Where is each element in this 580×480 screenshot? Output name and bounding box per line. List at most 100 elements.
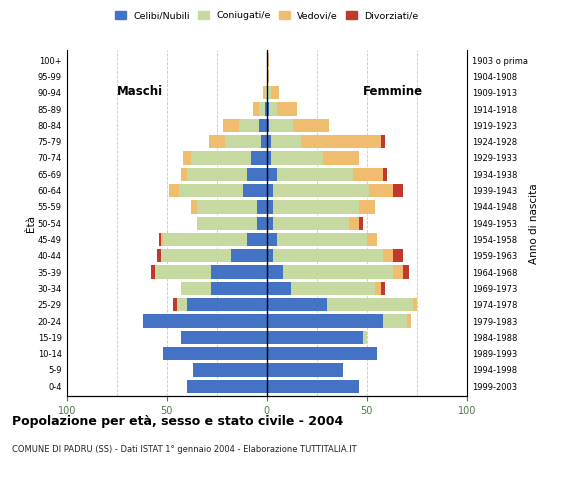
Bar: [271, 86, 279, 99]
Bar: [267, 53, 269, 67]
Bar: [267, 184, 273, 197]
Bar: [181, 331, 267, 344]
Bar: [267, 151, 271, 165]
Text: Popolazione per età, sesso e stato civile - 2004: Popolazione per età, sesso e stato civil…: [12, 415, 343, 428]
Bar: [161, 233, 163, 246]
Bar: [263, 86, 265, 99]
Bar: [291, 282, 375, 295]
Bar: [267, 249, 273, 263]
Bar: [209, 135, 225, 148]
Bar: [393, 249, 403, 263]
Bar: [273, 184, 369, 197]
Bar: [283, 265, 393, 279]
Bar: [273, 200, 359, 214]
Bar: [271, 151, 323, 165]
Bar: [267, 86, 271, 99]
Bar: [271, 135, 301, 148]
Bar: [181, 282, 211, 295]
Bar: [159, 233, 161, 246]
Bar: [267, 314, 383, 328]
Bar: [327, 298, 413, 312]
Y-axis label: Ètà: Ètà: [26, 215, 36, 232]
Bar: [393, 184, 403, 197]
Bar: [381, 135, 385, 148]
Legend: Celibi/Nubili, Coniugati/e, Vedovi/e, Divorziati/e: Celibi/Nubili, Coniugati/e, Vedovi/e, Di…: [111, 7, 423, 24]
Bar: [301, 135, 381, 148]
Bar: [259, 119, 267, 132]
Bar: [247, 233, 267, 246]
Bar: [323, 151, 359, 165]
Bar: [161, 249, 231, 263]
Bar: [143, 314, 267, 328]
Bar: [173, 298, 177, 312]
Bar: [267, 380, 359, 393]
Text: Femmine: Femmine: [363, 84, 423, 97]
Bar: [261, 135, 267, 148]
Bar: [369, 184, 393, 197]
Bar: [277, 168, 353, 181]
Bar: [187, 380, 267, 393]
Bar: [267, 347, 377, 360]
Bar: [267, 233, 277, 246]
Bar: [267, 216, 273, 230]
Bar: [267, 363, 343, 377]
Bar: [193, 363, 267, 377]
Text: COMUNE DI PADRU (SS) - Dati ISTAT 1° gennaio 2004 - Elaborazione TUTTITALIA.IT: COMUNE DI PADRU (SS) - Dati ISTAT 1° gen…: [12, 445, 356, 455]
Bar: [393, 265, 403, 279]
Bar: [267, 298, 327, 312]
Bar: [163, 347, 267, 360]
Bar: [187, 298, 267, 312]
Bar: [267, 119, 269, 132]
Bar: [265, 86, 267, 99]
Bar: [407, 314, 411, 328]
Bar: [257, 200, 267, 214]
Bar: [363, 331, 367, 344]
Bar: [267, 265, 283, 279]
Bar: [247, 168, 267, 181]
Bar: [197, 216, 257, 230]
Bar: [413, 298, 417, 312]
Bar: [223, 119, 239, 132]
Bar: [293, 119, 329, 132]
Bar: [211, 265, 267, 279]
Bar: [253, 102, 259, 116]
Bar: [231, 249, 267, 263]
Bar: [267, 200, 273, 214]
Bar: [267, 102, 269, 116]
Bar: [155, 265, 211, 279]
Bar: [197, 200, 257, 214]
Bar: [383, 168, 387, 181]
Bar: [359, 200, 375, 214]
Text: Maschi: Maschi: [117, 84, 163, 97]
Bar: [181, 168, 187, 181]
Bar: [187, 168, 247, 181]
Bar: [277, 102, 297, 116]
Bar: [151, 265, 155, 279]
Bar: [243, 184, 267, 197]
Bar: [383, 249, 393, 263]
Bar: [183, 151, 191, 165]
Bar: [383, 314, 407, 328]
Bar: [267, 282, 291, 295]
Bar: [353, 168, 383, 181]
Bar: [375, 282, 381, 295]
Bar: [273, 216, 349, 230]
Bar: [349, 216, 359, 230]
Bar: [169, 184, 179, 197]
Bar: [239, 119, 259, 132]
Bar: [381, 282, 385, 295]
Bar: [269, 102, 277, 116]
Bar: [267, 331, 363, 344]
Bar: [191, 151, 251, 165]
Bar: [267, 70, 269, 83]
Bar: [177, 298, 187, 312]
Bar: [273, 249, 383, 263]
Bar: [225, 135, 261, 148]
Bar: [163, 233, 247, 246]
Bar: [265, 102, 267, 116]
Bar: [269, 119, 293, 132]
Bar: [267, 135, 271, 148]
Bar: [179, 184, 243, 197]
Bar: [191, 200, 197, 214]
Bar: [259, 102, 265, 116]
